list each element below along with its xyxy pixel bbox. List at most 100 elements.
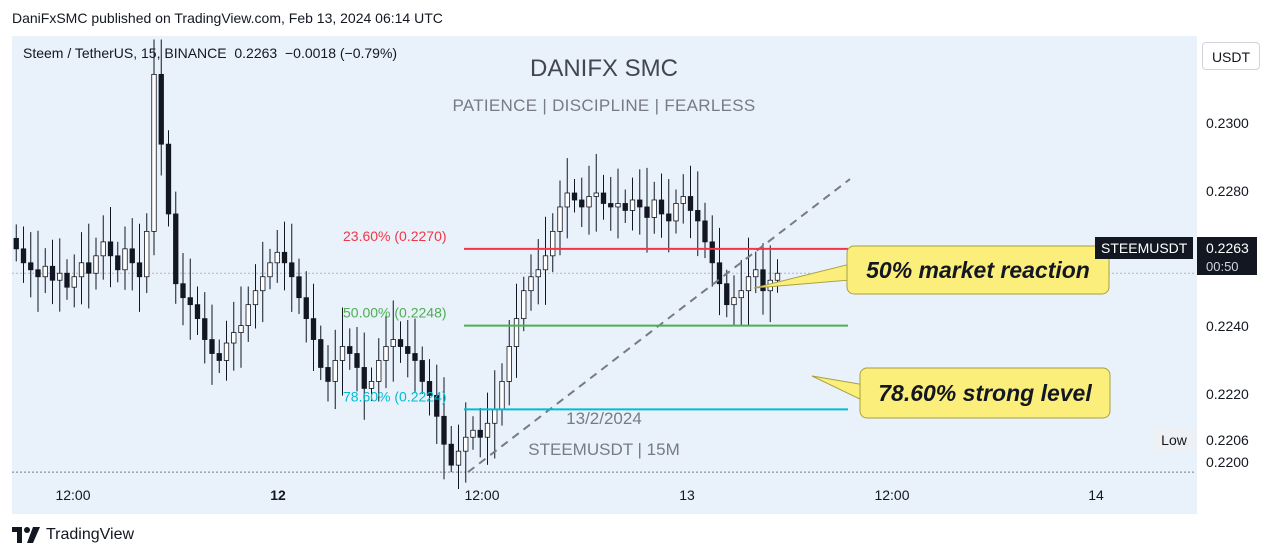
candle <box>28 232 34 298</box>
candle <box>687 165 694 239</box>
callout-text: 78.60% strong level <box>878 380 1092 406</box>
footer-brand[interactable]: TradingView <box>12 526 134 544</box>
candle <box>426 359 433 416</box>
candle <box>651 181 657 234</box>
callout-text: 50% market reaction <box>866 257 1090 283</box>
candle <box>745 237 752 326</box>
candle <box>738 259 744 326</box>
candle <box>644 167 650 253</box>
candle <box>774 259 781 293</box>
candle <box>484 392 491 465</box>
candle <box>71 254 77 308</box>
candle <box>64 259 70 300</box>
last-price: 0.2263 <box>1206 240 1249 256</box>
candle <box>673 189 679 234</box>
candle <box>412 318 418 392</box>
candle <box>724 269 730 318</box>
candle <box>209 304 215 385</box>
candle <box>680 174 686 224</box>
candle <box>42 248 48 294</box>
candle <box>231 301 237 371</box>
candle <box>521 276 527 332</box>
candle <box>731 275 737 325</box>
candle <box>260 241 266 323</box>
fib-level-label: 78.60% (0.2224) <box>343 388 447 404</box>
candle <box>115 241 121 283</box>
candle <box>571 179 578 213</box>
candle <box>339 307 346 396</box>
candle <box>658 173 665 238</box>
callout[interactable]: 78.60% strong level <box>811 367 1111 419</box>
candle <box>274 229 280 283</box>
candle <box>506 320 512 406</box>
candle <box>144 213 150 294</box>
candle <box>550 213 556 273</box>
candle <box>716 227 723 316</box>
candle <box>463 402 469 483</box>
candle <box>151 39 157 256</box>
candle <box>564 158 570 239</box>
candle <box>608 176 614 231</box>
price-axis[interactable] <box>1197 36 1268 514</box>
candle <box>470 416 476 450</box>
candle <box>107 206 114 288</box>
candle <box>57 238 63 312</box>
time-tick: 13 <box>679 487 695 503</box>
candle <box>202 292 208 364</box>
watermark-subtitle: PATIENCE | DISCIPLINE | FEARLESS <box>452 96 756 115</box>
candle <box>542 216 549 305</box>
candle <box>637 169 643 235</box>
candle <box>586 165 592 235</box>
candle <box>93 237 99 290</box>
candle <box>35 230 41 312</box>
candle <box>165 130 172 227</box>
candle <box>600 174 607 220</box>
candle <box>122 226 128 290</box>
candle <box>615 168 621 239</box>
callout[interactable]: 50% market reaction <box>753 245 1110 295</box>
chart-area[interactable]: 23.60% (0.2270) 50.00% (0.2248) 78.60% (0.… <box>12 36 1268 514</box>
candle <box>535 239 541 305</box>
fib-level-label: 50.00% (0.2248) <box>343 305 447 321</box>
symbol-legend: Steem / TetherUS, 15, BINANCE 0.2263 −0.… <box>23 45 398 61</box>
footer-brand-text: TradingView <box>46 526 135 543</box>
candle <box>622 189 628 224</box>
candle <box>281 221 288 291</box>
candle <box>310 283 317 371</box>
time-tick: 14 <box>1088 487 1104 503</box>
candle <box>434 364 440 444</box>
price-tick: 0.2300 <box>1206 115 1249 131</box>
candle <box>579 177 585 228</box>
candle <box>695 171 701 257</box>
candle <box>557 180 563 256</box>
candle <box>709 215 715 287</box>
candle <box>332 329 338 410</box>
candle <box>325 345 331 402</box>
fib-level-label: 23.60% (0.2270) <box>343 228 447 244</box>
candle <box>216 339 222 374</box>
price-tick: 0.2200 <box>1206 454 1249 470</box>
candle <box>20 226 27 283</box>
last-price-tag: 0.2263 00:50 <box>1197 237 1257 275</box>
candle <box>86 223 92 309</box>
candle <box>593 153 599 232</box>
watermark-date: 13/2/2024 <box>566 409 642 428</box>
candle <box>318 325 324 381</box>
candle <box>129 218 135 291</box>
candle <box>158 39 164 176</box>
candle <box>629 177 636 231</box>
candle <box>238 286 244 368</box>
price-tick: 0.2220 <box>1206 386 1249 402</box>
candle <box>441 377 447 480</box>
price-tick: 0.2280 <box>1206 183 1249 199</box>
candle <box>753 251 759 294</box>
price-plot[interactable]: 23.60% (0.2270) 50.00% (0.2248) 78.60% (0.… <box>12 36 1196 514</box>
bar-countdown: 00:50 <box>1206 259 1239 274</box>
time-tick: 12 <box>270 487 286 503</box>
price-tick: 0.2240 <box>1206 318 1249 334</box>
candle <box>347 328 353 370</box>
symbol-price-tag: STEEMUSDT <box>1095 237 1194 259</box>
currency-button[interactable]: USDT <box>1202 42 1260 70</box>
candle <box>187 258 193 340</box>
time-tick: 12:00 <box>874 487 910 503</box>
